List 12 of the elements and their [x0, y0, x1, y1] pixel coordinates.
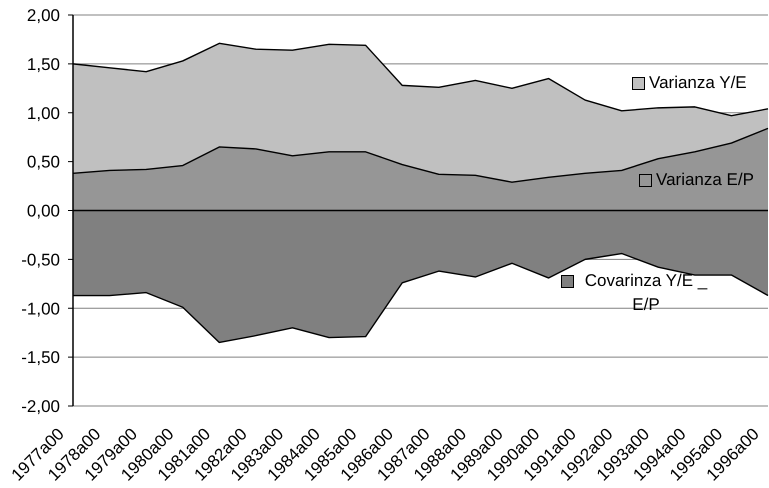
y-tick-label: -1,00: [21, 299, 60, 318]
y-tick-label: -2,00: [21, 397, 60, 416]
legend-label: Varianza E/P: [656, 169, 754, 191]
legend-label: Varianza Y/E: [649, 72, 747, 94]
y-tick-label: 0,00: [26, 202, 60, 221]
y-tick-label: 1,00: [26, 104, 60, 123]
y-tick-label: 2,00: [26, 6, 60, 26]
y-tick-label: 0,50: [26, 152, 60, 172]
legend-label: Covarinza Y/E _ E/P: [584, 270, 708, 316]
y-tick-label: 1,50: [26, 54, 60, 74]
y-tick-label: -1,50: [21, 348, 60, 368]
y-tick-label: -0,50: [21, 250, 60, 270]
